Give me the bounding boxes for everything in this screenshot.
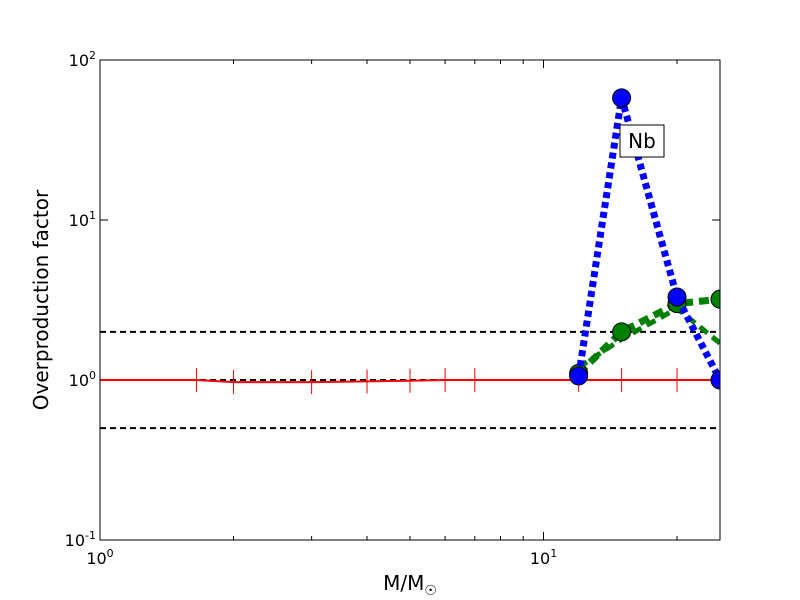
tick-exp: 1 [550,547,557,560]
marker [612,322,632,342]
plot-frame [99,59,721,541]
annotation-text: Nb [628,129,656,153]
tick-base: 10 [69,51,89,70]
tick-label: 100 [69,369,96,390]
marker [612,88,632,108]
tick-base: 10 [69,371,89,390]
annotation-box [619,124,665,158]
tick-base: 10 [530,549,550,568]
x-axis-label: M/M☉ [383,571,437,599]
tick-exp: 2 [89,49,96,62]
tick-label: 101 [530,547,557,568]
marker [710,289,720,309]
tick-base: 10 [65,531,85,550]
y-axis-label: Overproduction factor [29,189,53,410]
tick-label: 10-1 [65,529,96,550]
annotation: Nb [619,124,665,158]
tick-label: 102 [69,49,96,70]
tick-exp: -1 [85,529,96,542]
tick-label: 101 [69,209,96,230]
tick-label: 100 [86,547,113,568]
tick-exp: 0 [107,547,114,560]
tick-exp: 0 [89,369,96,382]
x-axis-label-sub: ☉ [424,583,437,599]
tick-exp: 1 [89,209,96,222]
x-axis-label-text: M/M [383,571,424,595]
marker [710,370,720,390]
tick-base: 10 [69,211,89,230]
marker [667,287,687,307]
tick-base: 10 [86,549,106,568]
series-line [100,379,720,384]
marker [569,366,589,386]
series-line [575,96,720,382]
series-line [577,305,720,370]
